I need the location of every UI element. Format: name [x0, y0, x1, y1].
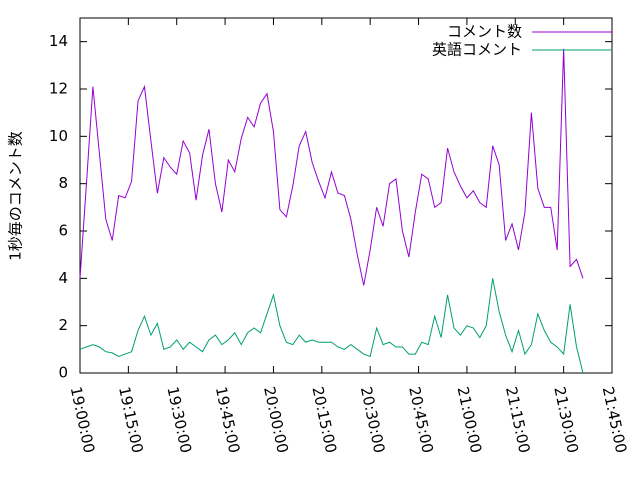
- x-tick-label: 19:15:00: [115, 385, 147, 455]
- y-tick-label: 10: [49, 127, 68, 145]
- plot-frame: [79, 17, 613, 374]
- y-tick-label: 0: [58, 364, 68, 382]
- x-tick-label: 21:30:00: [550, 385, 582, 455]
- x-tick-label: 20:15:00: [309, 385, 341, 455]
- x-tick-label: 19:45:00: [212, 385, 244, 455]
- legend-label: 英語コメント: [432, 41, 522, 59]
- x-tick-label: 19:30:00: [163, 385, 195, 455]
- y-axis-label: 1秒毎のコメント数: [7, 131, 25, 261]
- y-tick-label: 6: [58, 222, 68, 240]
- x-tick-label: 20:45:00: [405, 385, 437, 455]
- x-tick-label: 21:15:00: [502, 385, 534, 455]
- x-tick-label: 20:30:00: [357, 385, 389, 455]
- legend-label: コメント数: [447, 23, 522, 41]
- series-line: [79, 48, 584, 286]
- x-tick-label: 19:00:00: [67, 385, 99, 455]
- y-tick-label: 14: [49, 32, 68, 50]
- x-tick-label: 20:00:00: [260, 385, 292, 455]
- y-tick-label: 8: [58, 174, 68, 192]
- y-tick-label: 4: [58, 269, 68, 287]
- series-line: [79, 278, 584, 374]
- x-tick-label: 21:00:00: [454, 385, 486, 455]
- y-tick-label: 2: [58, 316, 68, 334]
- y-tick-label: 12: [49, 80, 68, 98]
- x-tick-label: 21:45:00: [599, 385, 631, 455]
